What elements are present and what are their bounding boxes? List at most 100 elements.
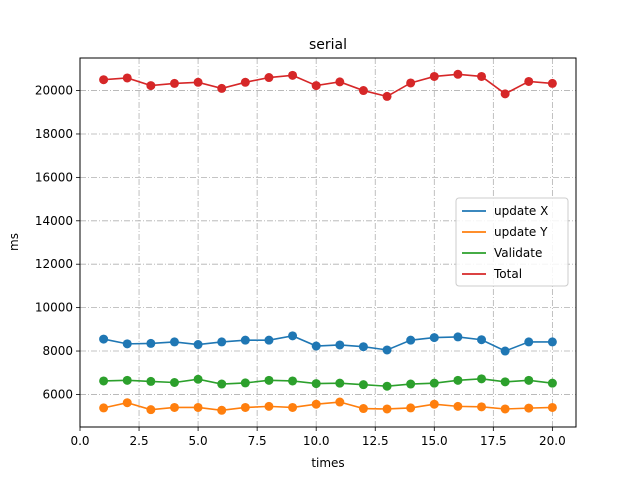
data-point-update-y: [477, 402, 487, 412]
y-tick-label: 16000: [35, 170, 73, 184]
legend-box: [455, 197, 569, 287]
data-point-validate: [146, 376, 156, 386]
y-tick-label: 18000: [35, 127, 73, 141]
data-point-total: [382, 91, 392, 101]
legend-label-validate: Validate: [494, 246, 542, 260]
series-validate: [99, 374, 557, 391]
x-tick-label: 10.0: [303, 434, 330, 448]
data-point-update-x: [358, 342, 368, 352]
y-tick-label: 14000: [35, 214, 73, 228]
data-point-update-y: [193, 402, 203, 412]
x-axis-ticks: 0.0 2.5 5.0 7.5 10.0 12.5 15.0 17.5 20.0: [70, 427, 566, 448]
data-point-total: [500, 89, 510, 99]
data-point-validate: [217, 379, 227, 389]
data-point-update-y: [382, 404, 392, 414]
data-point-update-y: [547, 402, 557, 412]
y-axis-ticks: 6000 8000 10000 12000 14000 16000 18000 20000: [35, 84, 80, 401]
y-tick-label: 20000: [35, 84, 73, 98]
data-point-update-x: [193, 340, 203, 350]
data-point-total: [524, 76, 534, 86]
data-point-update-y: [453, 401, 463, 411]
data-point-update-y: [146, 405, 156, 415]
data-point-update-y: [288, 402, 298, 412]
data-point-validate: [477, 374, 487, 384]
plot-frame: [79, 57, 577, 428]
x-tick-label: 7.5: [248, 434, 267, 448]
series-update-x: [99, 331, 557, 356]
data-point-update-y: [99, 403, 109, 413]
data-point-update-x: [335, 340, 345, 350]
data-point-validate: [240, 378, 250, 388]
data-point-validate: [193, 374, 203, 384]
data-point-total: [146, 81, 156, 91]
series-update-y: [99, 397, 557, 415]
data-point-total: [335, 77, 345, 87]
data-point-update-x: [453, 332, 463, 342]
data-point-validate: [406, 379, 416, 389]
x-tick-label: 5.0: [189, 434, 208, 448]
x-tick-label: 12.5: [362, 434, 389, 448]
data-point-update-x: [169, 337, 179, 347]
data-point-update-x: [477, 335, 487, 345]
data-point-update-y: [122, 398, 132, 408]
data-point-update-y: [500, 404, 510, 414]
data-point-total: [453, 69, 463, 79]
y-tick-label: 6000: [42, 387, 73, 401]
data-point-validate: [358, 380, 368, 390]
data-point-total: [217, 83, 227, 93]
data-point-total: [358, 86, 368, 96]
data-point-validate: [311, 379, 321, 389]
data-point-update-y: [406, 403, 416, 413]
data-point-validate: [99, 376, 109, 386]
data-point-update-x: [264, 335, 274, 345]
data-point-update-y: [240, 402, 250, 412]
data-point-validate: [453, 375, 463, 385]
data-point-total: [169, 78, 179, 88]
data-point-update-x: [311, 341, 321, 351]
legend-label-update-x: update X: [494, 204, 548, 218]
data-point-total: [406, 78, 416, 88]
data-point-update-x: [288, 331, 298, 341]
data-point-update-x: [429, 333, 439, 343]
data-point-validate: [500, 377, 510, 387]
data-point-validate: [288, 376, 298, 386]
data-point-total: [122, 73, 132, 83]
data-point-total: [311, 81, 321, 91]
series-total: [99, 69, 557, 101]
x-tick-label: 0.0: [70, 434, 89, 448]
data-point-update-x: [122, 339, 132, 349]
data-point-total: [240, 77, 250, 87]
data-point-update-x: [240, 335, 250, 345]
data-point-total: [429, 71, 439, 81]
legend-label-update-y: update Y: [494, 225, 548, 239]
x-tick-label: 2.5: [130, 434, 149, 448]
x-tick-label: 15.0: [421, 434, 448, 448]
data-point-validate: [524, 375, 534, 385]
data-point-update-x: [406, 335, 416, 345]
y-axis-label: ms: [7, 233, 21, 251]
data-point-validate: [335, 378, 345, 388]
legend-label-total: Total: [493, 267, 522, 281]
data-point-update-y: [358, 404, 368, 414]
y-tick-label: 8000: [42, 344, 73, 358]
data-point-update-x: [500, 346, 510, 356]
data-point-update-y: [169, 402, 179, 412]
x-tick-label: 17.5: [480, 434, 507, 448]
data-point-update-y: [524, 403, 534, 413]
chart-title: serial: [309, 37, 347, 53]
data-point-update-y: [311, 399, 321, 409]
data-point-total: [99, 75, 109, 85]
data-point-update-y: [264, 401, 274, 411]
data-point-update-x: [146, 338, 156, 348]
series-layer: [99, 69, 557, 415]
data-point-validate: [169, 378, 179, 388]
data-point-total: [477, 71, 487, 81]
x-tick-label: 20.0: [539, 434, 566, 448]
x-axis-label: times: [311, 456, 344, 470]
data-point-update-y: [217, 405, 227, 415]
y-tick-label: 12000: [35, 257, 73, 271]
data-point-validate: [264, 375, 274, 385]
y-tick-label: 10000: [35, 301, 73, 315]
data-point-validate: [547, 378, 557, 388]
